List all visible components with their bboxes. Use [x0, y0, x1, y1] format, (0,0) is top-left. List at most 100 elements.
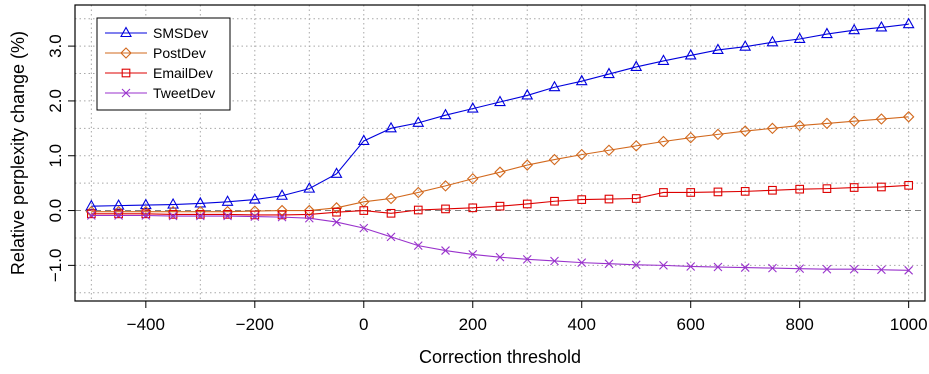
data-point-emaildev — [795, 184, 805, 194]
marker-stroke — [332, 217, 341, 227]
data-point-postdev — [902, 111, 915, 123]
marker-stroke — [121, 88, 131, 98]
y-tick-label: −1.0 — [46, 249, 65, 283]
data-point-smsdev — [793, 32, 806, 44]
y-tick-label: 3.0 — [46, 34, 65, 58]
marker-stroke — [768, 263, 777, 273]
data-point-tweetdev — [223, 211, 232, 221]
y-axis: −1.0 0.0 1.0 2.0 3.0 — [46, 34, 75, 282]
data-point-tweetdev — [659, 260, 668, 270]
data-point-tweetdev — [441, 246, 450, 255]
marker-stroke — [304, 213, 314, 223]
legend-item-postdev: PostDev — [105, 45, 206, 61]
y-tick-label: 0.0 — [46, 199, 65, 223]
series-line-emaildev — [91, 184, 909, 216]
data-point-smsdev — [494, 95, 506, 107]
data-point-emaildev — [332, 207, 341, 217]
x-axis-title: Correction threshold — [419, 347, 581, 367]
marker-stroke — [223, 211, 232, 221]
data-point-smsdev — [739, 40, 752, 51]
data-point-emaildev — [904, 180, 914, 190]
legend-item-smsdev: SMSDev — [105, 25, 208, 41]
data-point-smsdev — [603, 67, 615, 79]
data-point-tweetdev — [141, 211, 151, 220]
data-point-emaildev — [631, 194, 641, 203]
x-tick-label: −200 — [236, 315, 274, 334]
marker-stroke — [86, 211, 96, 220]
data-point-tweetdev — [740, 263, 750, 272]
data-point-postdev — [521, 159, 534, 171]
data-point-tweetdev — [686, 262, 696, 271]
legend-label: PostDev — [153, 45, 206, 61]
data-point-emaildev — [195, 210, 205, 219]
legend-label: SMSDev — [153, 25, 208, 41]
data-point-smsdev — [385, 121, 397, 133]
data-point-emaildev — [550, 196, 559, 206]
marker-stroke — [550, 256, 559, 266]
data-point-emaildev — [223, 210, 232, 219]
data-point-smsdev — [248, 192, 261, 204]
x-tick-label: 0 — [359, 315, 368, 334]
data-point-emaildev — [768, 185, 777, 195]
data-point-postdev — [875, 113, 888, 125]
data-point-postdev — [793, 119, 806, 132]
marker-stroke — [468, 250, 478, 259]
legend-label: EmailDev — [153, 65, 213, 81]
data-point-emaildev — [441, 204, 450, 214]
data-point-tweetdev — [768, 263, 777, 273]
x-tick-label: 400 — [568, 315, 596, 334]
data-point-emaildev — [250, 210, 260, 220]
marker-stroke — [713, 262, 723, 272]
legend-label: TweetDev — [153, 85, 215, 101]
data-point-tweetdev — [795, 264, 805, 274]
data-point-tweetdev — [304, 213, 314, 223]
series-line-smsdev — [91, 23, 909, 207]
data-point-smsdev — [276, 189, 288, 200]
marker-stroke — [495, 252, 505, 262]
data-point-tweetdev — [877, 265, 886, 275]
marker-stroke — [822, 264, 832, 274]
marker-stroke — [250, 212, 260, 221]
data-point-smsdev — [657, 54, 670, 65]
data-point-tweetdev — [495, 252, 505, 262]
legend-marker — [120, 47, 132, 59]
data-point-tweetdev — [359, 223, 369, 233]
x-tick-label: 1000 — [890, 315, 928, 334]
x-tick-label: −400 — [127, 315, 165, 334]
marker-stroke — [441, 246, 450, 255]
data-point-postdev — [712, 128, 724, 141]
plot-frame — [74, 4, 926, 302]
data-point-smsdev — [575, 74, 588, 86]
data-point-tweetdev — [822, 264, 832, 274]
marker-stroke — [277, 212, 287, 222]
data-point-smsdev — [139, 198, 152, 210]
legend-marker — [121, 88, 131, 98]
data-point-tweetdev — [904, 265, 914, 275]
data-point-emaildev — [168, 210, 178, 219]
data-point-emaildev — [522, 199, 532, 209]
data-point-emaildev — [713, 187, 723, 197]
x-axis: −400 −200 0 200 400 600 800 1000 — [127, 301, 928, 334]
data-point-smsdev — [712, 43, 724, 54]
data-point-emaildev — [849, 183, 859, 192]
x-tick-label: 200 — [459, 315, 487, 334]
data-point-postdev — [821, 117, 833, 130]
data-point-postdev — [766, 122, 779, 135]
data-point-tweetdev — [849, 264, 859, 274]
data-point-emaildev — [386, 208, 396, 218]
data-point-postdev — [330, 202, 343, 214]
y-tick-label: 1.0 — [46, 144, 65, 168]
marker-stroke — [904, 265, 914, 275]
data-point-emaildev — [822, 184, 832, 193]
data-point-tweetdev — [631, 260, 641, 270]
data-point-smsdev — [466, 101, 479, 113]
marker-stroke — [877, 265, 886, 275]
data-point-smsdev — [820, 27, 833, 39]
data-point-tweetdev — [413, 241, 423, 251]
marker-stroke — [740, 263, 750, 272]
marker-stroke — [195, 211, 205, 221]
data-point-emaildev — [495, 201, 505, 211]
x-tick-label: 800 — [785, 315, 813, 334]
data-point-tweetdev — [195, 211, 205, 221]
data-point-tweetdev — [522, 254, 532, 264]
